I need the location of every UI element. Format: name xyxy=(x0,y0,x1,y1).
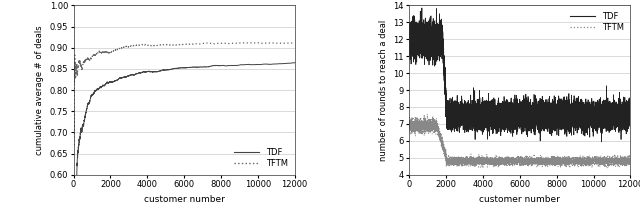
X-axis label: customer number: customer number xyxy=(479,195,561,204)
Legend: TDF, TFTM: TDF, TFTM xyxy=(568,10,626,34)
Legend: TDF, TFTM: TDF, TFTM xyxy=(232,146,291,171)
Y-axis label: number of rounds to reach a deal: number of rounds to reach a deal xyxy=(379,20,388,161)
X-axis label: customer number: customer number xyxy=(143,195,225,204)
Y-axis label: cumulative average # of deals: cumulative average # of deals xyxy=(35,25,44,155)
